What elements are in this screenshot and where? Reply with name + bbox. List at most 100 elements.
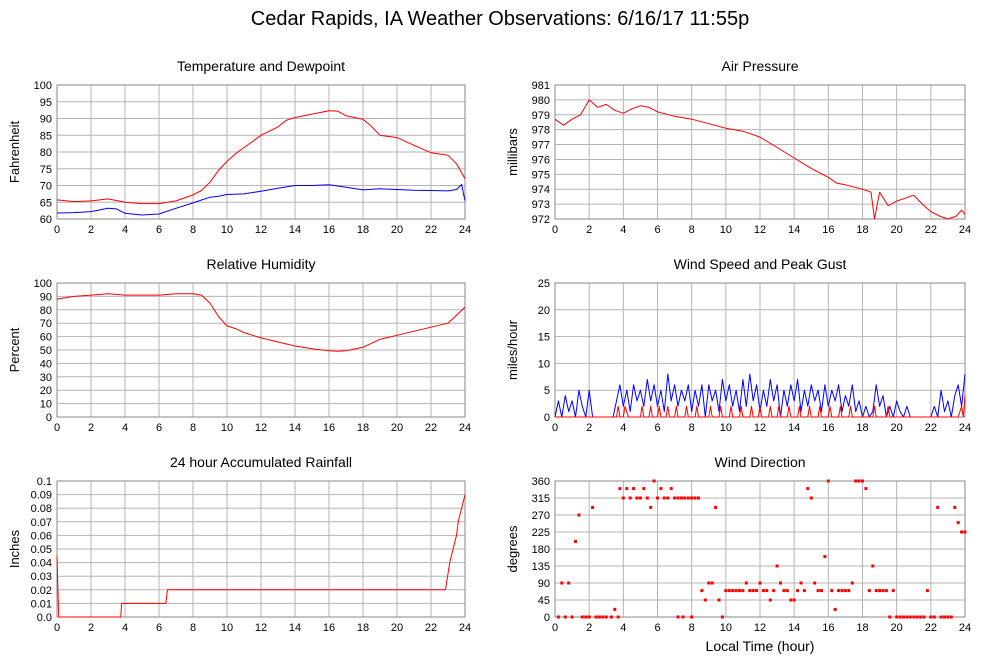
- data-point: [625, 487, 629, 491]
- x-tick-label: 4: [620, 224, 626, 236]
- data-point: [638, 496, 642, 500]
- chart-humidity: 0 2 4 6 8 10 12 14 16 18 20 22 240102030405060708090…: [7, 256, 471, 434]
- data-point: [649, 505, 653, 509]
- data-point: [741, 589, 745, 593]
- data-point: [857, 479, 861, 483]
- x-tick-label: 0: [54, 422, 60, 434]
- plot-frame: [56, 84, 466, 220]
- x-tick-label: 18: [856, 422, 868, 434]
- y-tick-label: 0.06: [31, 530, 52, 542]
- data-point: [656, 496, 659, 500]
- x-tick-label: 20: [891, 224, 903, 236]
- x-tick-label: 8: [689, 622, 695, 634]
- y-axis-label: degrees: [505, 525, 520, 572]
- data-point: [645, 496, 649, 500]
- y-tick-label: 0.04: [31, 558, 52, 570]
- x-tick-label: 6: [156, 422, 162, 434]
- chart-direction: 0 2 4 6 8 10 12 14 16 18 20 22 240459013518022527031…: [505, 454, 971, 654]
- series-line-1: [555, 395, 966, 418]
- y-tick-label: 40: [40, 358, 52, 370]
- y-tick-label: 75: [40, 164, 52, 176]
- data-point: [779, 581, 782, 585]
- data-point: [799, 581, 803, 585]
- x-tick-label: 10: [720, 224, 732, 236]
- y-tick-label: 65: [40, 197, 52, 209]
- data-point: [765, 589, 769, 593]
- series-line-0: [554, 373, 966, 418]
- data-point: [782, 589, 786, 593]
- data-point: [755, 589, 759, 593]
- chart-title: Air Pressure: [721, 58, 798, 74]
- y-tick-label: 0: [544, 412, 550, 424]
- data-point: [768, 598, 772, 602]
- y-tick-label: 0.02: [31, 585, 52, 597]
- x-tick-label: 16: [822, 622, 834, 634]
- data-point: [796, 589, 800, 593]
- data-point: [953, 505, 957, 509]
- y-tick-label: 135: [532, 561, 550, 573]
- x-tick-label: 4: [122, 224, 128, 236]
- x-tick-label: 24: [959, 622, 971, 634]
- data-point: [584, 615, 588, 619]
- data-point: [813, 581, 817, 585]
- y-axis-label: Inches: [7, 529, 22, 568]
- data-point: [628, 496, 632, 500]
- data-point: [850, 581, 854, 585]
- y-tick-label: 0: [544, 612, 550, 624]
- y-tick-label: 0.03: [31, 571, 52, 583]
- x-tick-label: 0: [54, 622, 60, 634]
- y-tick-label: 5: [544, 385, 550, 397]
- page-title: Cedar Rapids, IA Weather Observations: 6…: [250, 8, 750, 30]
- x-tick-label: 0: [552, 622, 558, 634]
- y-tick-label: 70: [40, 318, 52, 330]
- data-point: [570, 615, 574, 619]
- x-tick-label: 6: [156, 622, 162, 634]
- y-tick-label: 60: [40, 214, 52, 226]
- data-point: [820, 589, 823, 593]
- y-tick-label: 80: [40, 305, 52, 317]
- y-tick-label: 10: [538, 358, 550, 370]
- data-point: [681, 615, 685, 619]
- series-line-0: [56, 110, 466, 205]
- y-tick-label: 20: [40, 385, 52, 397]
- y-tick-label: 975: [532, 169, 550, 181]
- data-point: [714, 505, 718, 509]
- data-point: [837, 589, 841, 593]
- data-point: [601, 615, 605, 619]
- y-tick-label: 979: [532, 110, 550, 122]
- y-tick-label: 974: [532, 184, 550, 196]
- data-point: [949, 615, 953, 619]
- x-tick-label: 12: [255, 224, 267, 236]
- y-tick-label: 80: [40, 147, 52, 159]
- data-point: [826, 479, 830, 483]
- data-point: [686, 496, 690, 500]
- data-point: [854, 479, 858, 483]
- chart-title: Relative Humidity: [207, 256, 316, 272]
- x-tick-label: 14: [289, 224, 301, 236]
- x-tick-label: 12: [754, 622, 766, 634]
- y-axis-label: Fahrenheit: [7, 121, 22, 184]
- data-point: [652, 479, 656, 483]
- x-tick-label: 12: [754, 224, 766, 236]
- data-point: [669, 487, 673, 491]
- data-point: [871, 564, 875, 568]
- data-point: [697, 496, 700, 500]
- data-point: [792, 598, 796, 602]
- data-point: [683, 496, 687, 500]
- x-tick-label: 2: [88, 224, 94, 236]
- x-tick-label: 6: [654, 422, 660, 434]
- data-point: [802, 589, 806, 593]
- chart-rain: 0 2 4 6 8 10 12 14 16 18 20 22 240.00.010.020.030.04…: [7, 454, 471, 634]
- data-point: [761, 589, 765, 593]
- data-point: [943, 615, 946, 619]
- x-tick-label: 16: [822, 422, 834, 434]
- x-tick-label: 24: [459, 622, 471, 634]
- x-tick-label: 14: [788, 622, 800, 634]
- y-tick-label: 973: [532, 199, 550, 211]
- data-point: [963, 530, 967, 534]
- data-point: [727, 589, 731, 593]
- data-point: [874, 589, 878, 593]
- y-tick-label: 270: [532, 510, 550, 522]
- y-tick-label: 0.07: [31, 517, 52, 529]
